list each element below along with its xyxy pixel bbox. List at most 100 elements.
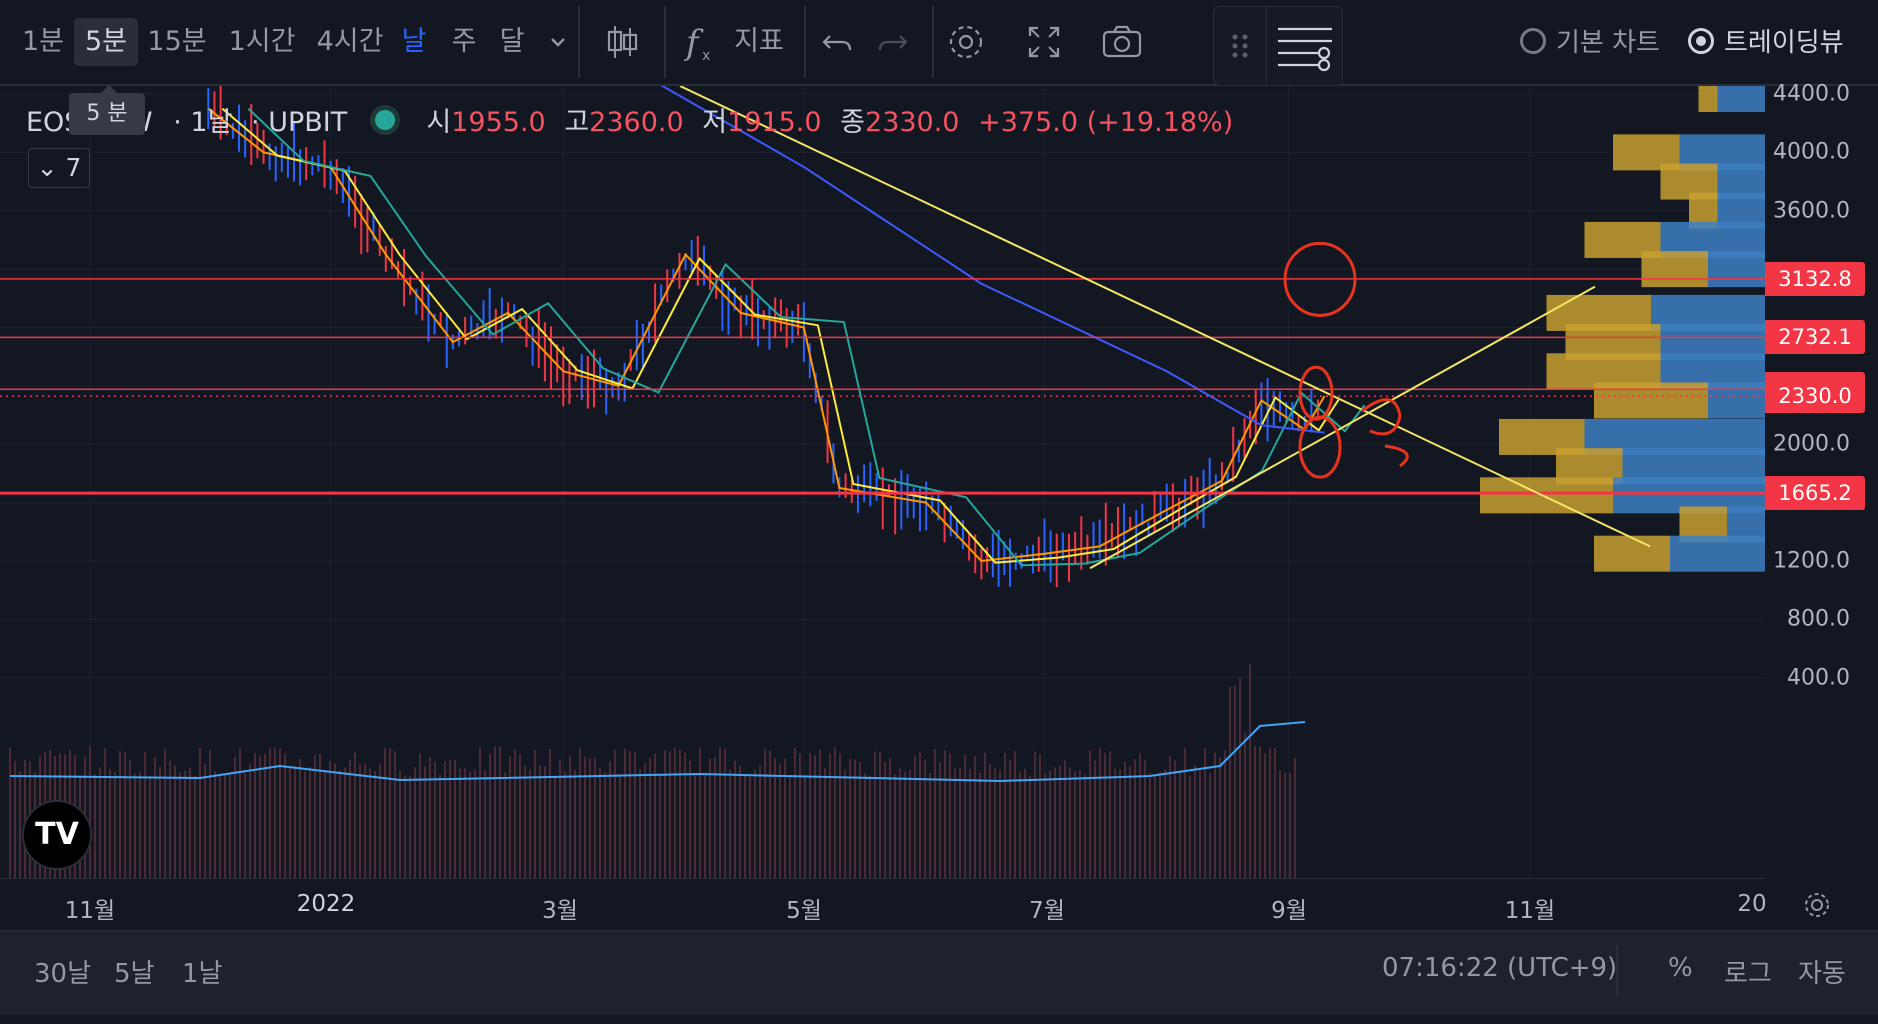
candlestick-icon[interactable] — [596, 18, 648, 66]
interval-1h[interactable]: 1시간 — [228, 26, 296, 57]
basic-chart-radio[interactable] — [1520, 28, 1546, 54]
indicators-button[interactable]: 지표 — [734, 26, 784, 57]
toolbar-divider — [664, 6, 666, 78]
camera-icon[interactable] — [1096, 18, 1148, 66]
drawing-toolbar-panel — [1213, 6, 1343, 86]
price-tick: 800.0 — [1787, 606, 1850, 632]
tradingview-radio[interactable] — [1688, 28, 1714, 54]
indicators-collapse-button[interactable]: ⌄ 7 — [28, 148, 90, 188]
time-tick: 11월 — [1504, 898, 1556, 924]
time-tick: 20 — [1737, 891, 1767, 917]
chevron-down-icon: ⌄ — [36, 153, 58, 182]
change-value: +375.0 (+19.18%) — [978, 107, 1234, 138]
time-tick: 3월 — [542, 898, 578, 924]
volume-profile-bar — [1594, 382, 1708, 419]
time-tick: 7월 — [1029, 898, 1065, 924]
exchange-label: · — [251, 107, 269, 138]
trendline-down — [679, 86, 1651, 548]
indicator-count: 7 — [65, 153, 82, 182]
range-30d[interactable]: 30날 — [34, 959, 92, 989]
volume-profile-bar — [1708, 382, 1765, 419]
price-level-badge: 1665.2 — [1765, 476, 1865, 511]
drawing-tools-icon[interactable] — [1268, 7, 1342, 85]
clock[interactable]: 07:16:22 (UTC+9) — [1382, 953, 1618, 983]
close-value: 2330.0 — [865, 107, 960, 138]
price-level-badge: 3132.8 — [1765, 261, 1865, 296]
tradingview-logo[interactable]: TV — [22, 800, 92, 870]
redo-icon[interactable] — [866, 18, 918, 66]
toolbar-divider — [932, 6, 934, 78]
chart-legend: EOS/KRW · 1날 · UPBIT 시1955.0 고2360.0 저19… — [26, 100, 1233, 140]
low-label: 저 — [702, 107, 728, 138]
divider — [1616, 945, 1618, 997]
legend-interval: 1날 — [190, 107, 233, 138]
drag-handle-icon[interactable] — [1214, 7, 1267, 85]
volume-profile-bar — [1594, 535, 1670, 572]
price-chart[interactable] — [0, 86, 1765, 878]
svg-text:f: f — [683, 23, 704, 63]
volume-profile-bar — [1670, 535, 1765, 572]
bottom-bar: 30날 5날 1날 07:16:22 (UTC+9) % 로그 자동 — [0, 930, 1878, 1015]
price-tick: 2000.0 — [1773, 431, 1850, 457]
interval-day[interactable]: 날 — [401, 26, 427, 57]
price-tick: 1200.0 — [1773, 548, 1850, 574]
time-tick: 9월 — [1271, 898, 1307, 924]
interval-4h[interactable]: 4시간 — [316, 26, 384, 57]
range-5d[interactable]: 5날 — [114, 959, 155, 989]
interval-1m[interactable]: 1분 — [21, 26, 65, 57]
interval-5m[interactable]: 5분 — [74, 18, 138, 66]
interval-week[interactable]: 주 — [451, 26, 477, 57]
svg-text:x: x — [702, 48, 710, 64]
annotation-circle — [1283, 241, 1357, 317]
tradingview-label[interactable]: 트레이딩뷰 — [1724, 28, 1844, 58]
auto-toggle[interactable]: 자동 — [1798, 959, 1846, 989]
interval-tooltip: 5 분 — [69, 85, 145, 135]
volume-profile-bar — [1708, 251, 1765, 288]
high-label: 고 — [564, 107, 590, 138]
ma-line-blue — [660, 86, 1325, 434]
open-label: 시 — [426, 107, 452, 138]
gear-icon[interactable] — [940, 18, 992, 66]
close-label: 종 — [840, 107, 866, 138]
time-tick: 2022 — [296, 891, 356, 917]
low-value: 1915.0 — [727, 107, 822, 138]
price-level-badge: 2732.1 — [1765, 320, 1865, 355]
open-value: 1955.0 — [451, 107, 546, 138]
volume-profile-bar — [1698, 86, 1718, 112]
price-tick: 4400.0 — [1773, 81, 1850, 107]
toolbar-divider — [578, 6, 580, 78]
ma-line-yellow — [221, 107, 1340, 564]
volume-profile-bar — [1641, 251, 1708, 288]
time-axis[interactable]: 11월 2022 3월 5월 7월 9월 11월 20 — [0, 878, 1767, 927]
interval-label: · — [173, 107, 191, 138]
annotation-scribble — [1361, 398, 1409, 468]
fullscreen-icon[interactable] — [1018, 18, 1070, 66]
range-1d[interactable]: 1날 — [182, 959, 223, 989]
toolbar-divider — [804, 6, 806, 78]
percent-toggle[interactable]: % — [1668, 953, 1693, 983]
price-tick: 400.0 — [1787, 665, 1850, 691]
volume-profile-bar — [1480, 477, 1613, 514]
interval-15m[interactable]: 15분 — [147, 26, 207, 57]
price-axis[interactable]: 4400.0 4000.0 3600.0 2000.0 1200.0 800.0 400.0… — [1765, 82, 1878, 878]
volume-ma-line — [9, 721, 1306, 783]
time-tick: 5월 — [786, 898, 822, 924]
volume-profile-bar — [1717, 86, 1765, 112]
high-value: 2360.0 — [589, 107, 684, 138]
undo-icon[interactable] — [812, 18, 864, 66]
ma-line-orange — [207, 107, 1326, 563]
market-status-icon — [369, 105, 400, 135]
trendline-up — [1089, 285, 1596, 570]
interval-month[interactable]: 달 — [499, 26, 525, 57]
chevron-down-icon[interactable] — [532, 18, 584, 66]
price-level-badge: 2330.0 — [1765, 379, 1865, 414]
legend-exchange: UPBIT — [268, 107, 348, 138]
basic-chart-label[interactable]: 기본 차트 — [1556, 28, 1660, 58]
price-tick: 3600.0 — [1773, 198, 1850, 224]
log-toggle[interactable]: 로그 — [1724, 959, 1772, 989]
axis-settings-icon[interactable] — [1802, 890, 1832, 920]
annotation-circle — [1298, 415, 1342, 479]
time-tick: 11월 — [64, 898, 116, 924]
